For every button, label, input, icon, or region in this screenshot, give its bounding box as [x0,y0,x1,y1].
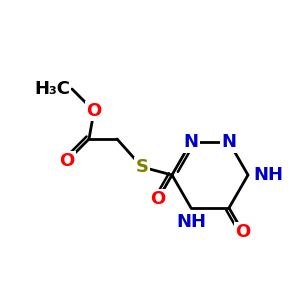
Text: O: O [150,190,166,208]
Text: NH: NH [176,213,206,231]
Text: O: O [236,223,250,241]
Text: S: S [136,158,148,176]
Text: N: N [221,133,236,151]
Text: H₃C: H₃C [34,80,70,98]
Text: NH: NH [253,166,283,184]
Text: O: O [59,152,75,170]
Text: N: N [184,133,199,151]
Text: O: O [86,102,102,120]
